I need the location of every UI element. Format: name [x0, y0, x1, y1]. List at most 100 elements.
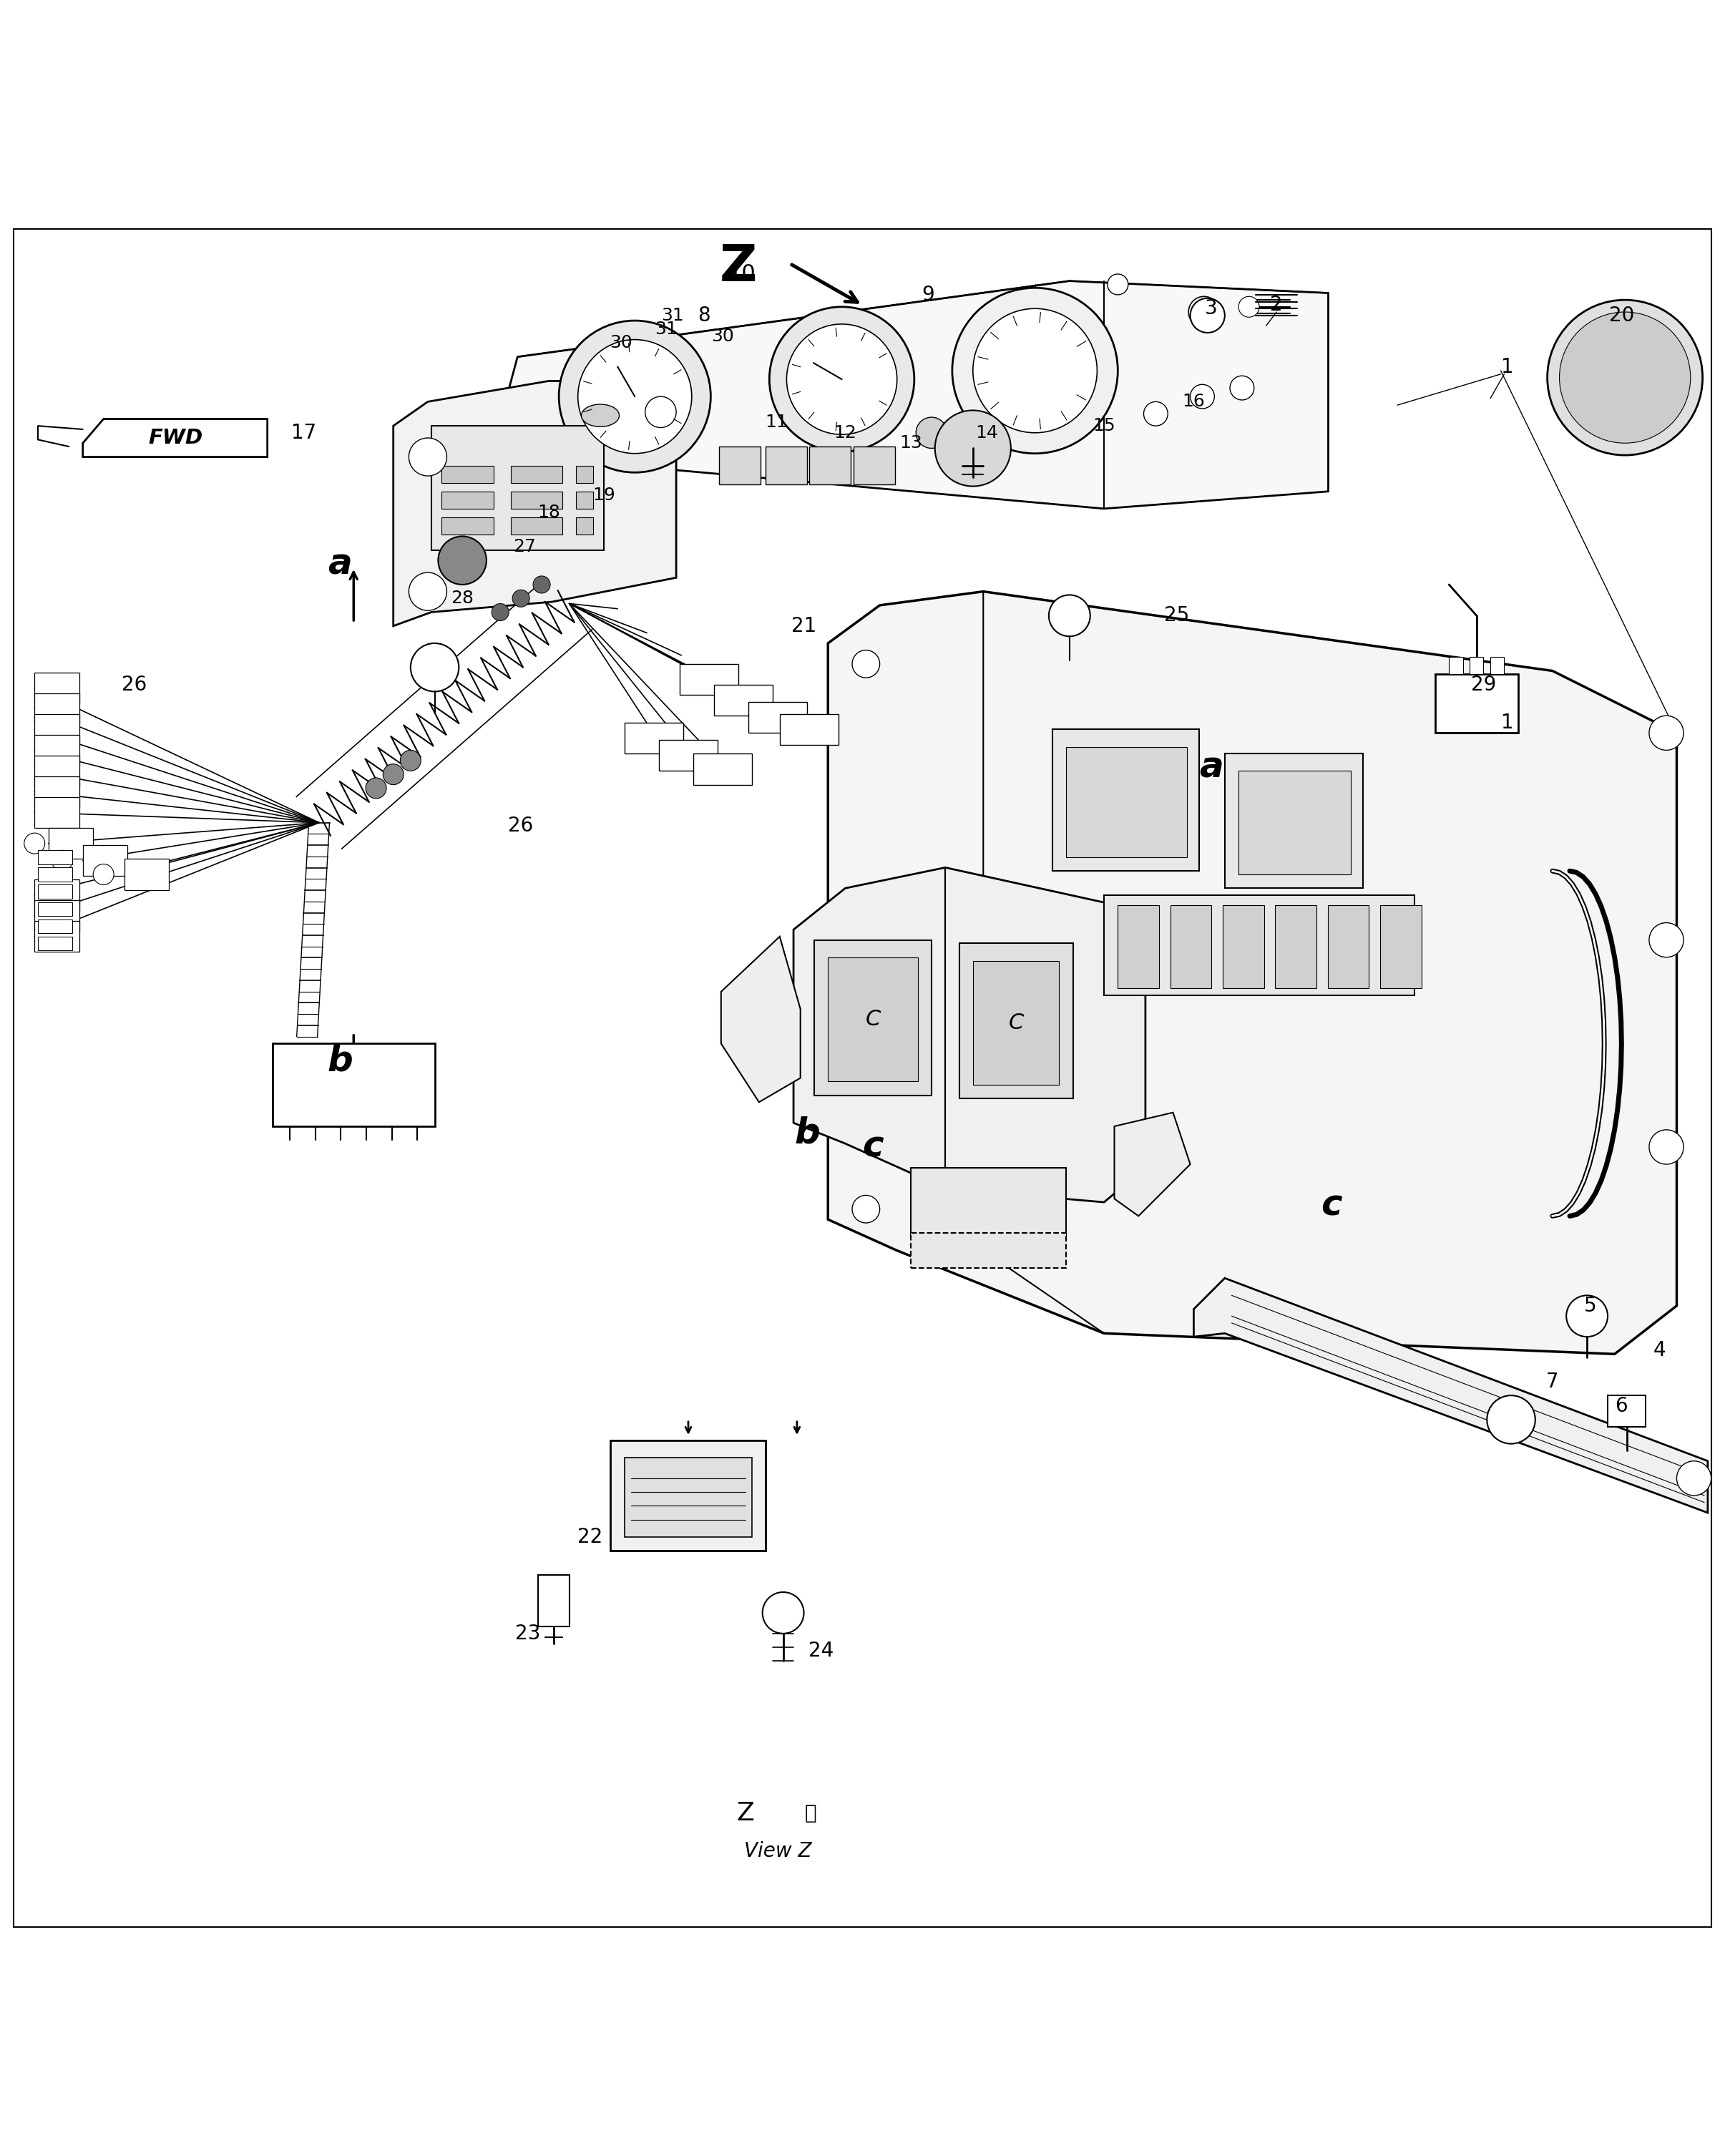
Bar [38, 849, 72, 865]
Bar [34, 901, 79, 931]
Bar [538, 1574, 569, 1626]
Circle shape [578, 341, 692, 453]
Polygon shape [83, 418, 267, 457]
Bar [1328, 906, 1370, 987]
Text: 6: 6 [1615, 1395, 1628, 1416]
Bar [34, 755, 79, 787]
Circle shape [438, 537, 486, 584]
Bar [809, 446, 850, 485]
Circle shape [1107, 274, 1128, 295]
Circle shape [916, 418, 947, 448]
Circle shape [1487, 1395, 1535, 1445]
Bar [38, 918, 72, 934]
Text: c: c [862, 1130, 883, 1164]
Bar [1225, 755, 1363, 888]
Text: 7: 7 [1546, 1371, 1559, 1391]
Circle shape [769, 306, 914, 453]
Polygon shape [794, 867, 1145, 1203]
Text: 31: 31 [654, 321, 678, 338]
Circle shape [952, 289, 1118, 453]
Bar [38, 867, 72, 882]
Text: 21: 21 [792, 617, 816, 636]
Text: b: b [795, 1117, 819, 1151]
Text: 5: 5 [1584, 1296, 1597, 1315]
Text: 12: 12 [833, 425, 857, 442]
Bar [1435, 675, 1518, 733]
Bar [1239, 772, 1351, 875]
Text: a: a [1199, 750, 1223, 785]
Bar [1170, 906, 1211, 987]
Bar [442, 517, 493, 535]
Bar [1380, 906, 1421, 987]
Polygon shape [393, 382, 676, 625]
Text: 15: 15 [1092, 418, 1116, 436]
Text: 13: 13 [899, 436, 923, 453]
Text: 8: 8 [697, 306, 711, 326]
Bar [34, 735, 79, 765]
Bar [1118, 906, 1159, 987]
Text: 26: 26 [509, 817, 533, 837]
Text: View Z: View Z [743, 1841, 812, 1861]
Bar [34, 880, 79, 910]
Text: 22: 22 [578, 1526, 602, 1546]
Bar [38, 936, 72, 951]
Circle shape [645, 397, 676, 427]
Bar [1104, 895, 1414, 996]
Bar [1449, 658, 1463, 675]
Bar [34, 714, 79, 746]
Text: 24: 24 [809, 1641, 833, 1660]
Text: 14: 14 [975, 425, 999, 442]
Bar [719, 446, 761, 485]
Bar [48, 828, 93, 858]
Bar [828, 957, 918, 1082]
Text: Z: Z [719, 241, 757, 291]
Circle shape [1190, 298, 1225, 332]
Bar [1275, 906, 1316, 987]
Bar [911, 1169, 1066, 1238]
Bar [576, 492, 593, 509]
Text: 25: 25 [1164, 606, 1189, 625]
Ellipse shape [581, 405, 619, 427]
Polygon shape [828, 591, 1677, 1354]
Bar [659, 740, 718, 772]
Bar [766, 446, 807, 485]
Circle shape [1190, 384, 1214, 410]
Circle shape [93, 865, 114, 884]
Text: 20: 20 [1609, 306, 1634, 326]
Circle shape [973, 308, 1097, 433]
Text: 29: 29 [1471, 675, 1496, 694]
Bar [431, 427, 604, 550]
Polygon shape [721, 936, 800, 1102]
Bar [1490, 658, 1504, 675]
Circle shape [559, 321, 711, 472]
Bar [1066, 746, 1187, 858]
Circle shape [787, 323, 897, 436]
Polygon shape [492, 280, 1328, 509]
Bar [624, 722, 683, 755]
Text: FWD: FWD [148, 427, 204, 448]
Circle shape [1239, 298, 1259, 317]
Bar [749, 703, 807, 733]
Text: 3: 3 [1204, 298, 1218, 319]
Circle shape [944, 418, 975, 448]
Circle shape [1049, 595, 1090, 636]
Bar [511, 517, 562, 535]
Bar [511, 492, 562, 509]
Bar [1223, 906, 1264, 987]
Circle shape [1189, 298, 1220, 328]
Text: a: a [328, 548, 352, 582]
Circle shape [1230, 375, 1254, 401]
Polygon shape [1194, 1279, 1708, 1514]
Circle shape [762, 1591, 804, 1634]
Circle shape [1559, 313, 1690, 444]
Circle shape [366, 778, 386, 798]
Bar [1052, 729, 1199, 871]
Circle shape [1566, 1296, 1608, 1337]
Text: C: C [866, 1009, 880, 1031]
Bar [38, 901, 72, 916]
Text: 30: 30 [711, 328, 735, 345]
Circle shape [1649, 1130, 1684, 1164]
Circle shape [400, 750, 421, 772]
Bar [442, 466, 493, 483]
Text: c: c [1321, 1188, 1342, 1222]
